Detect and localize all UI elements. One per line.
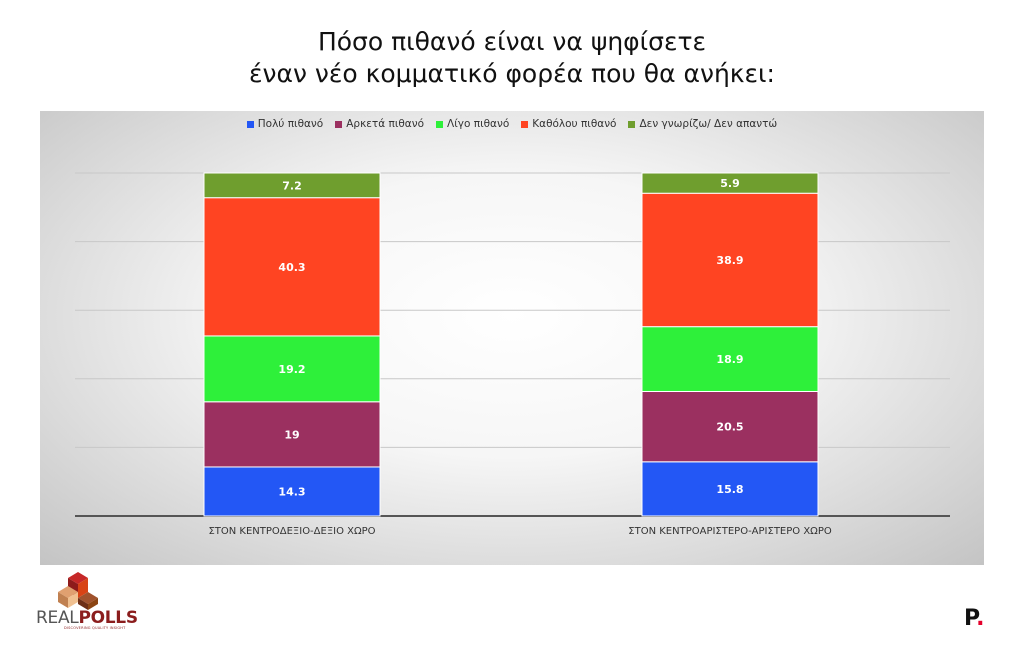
legend-label-3: Καθόλου πιθανό <box>532 118 617 130</box>
chart-title-line2: έναν νέο κομματικό φορέα που θα ανήκει: <box>249 59 775 88</box>
bar-segment-0-3 <box>203 197 381 337</box>
chart-legend: Πολύ πιθανό Αρκετά πιθανό Λίγο πιθανό Καθόλ… <box>0 118 1024 130</box>
bar-segment-0-4 <box>203 172 381 199</box>
legend-item-2: Λίγο πιθανό <box>436 118 509 130</box>
data-label-0-3: 40.3 <box>278 261 305 274</box>
data-label-1-3: 38.9 <box>716 254 743 267</box>
chart-panel <box>40 111 984 565</box>
bar-segment-1-1 <box>641 390 819 463</box>
bar-segment-0-2 <box>203 335 381 403</box>
data-label-0-0: 14.3 <box>278 485 305 498</box>
realpolls-logo-text: REALPOLLS <box>36 608 138 628</box>
data-label-1-2: 18.9 <box>716 353 743 366</box>
bar-segment-1-2 <box>641 326 819 392</box>
data-label-0-1: 19 <box>284 428 299 441</box>
realpolls-logo-tagline: DISCOVERING QUALITY INSIGHT <box>64 626 126 630</box>
legend-label-4: Δεν γνωρίζω/ Δεν απαντώ <box>639 118 778 130</box>
bar-segment-1-4 <box>641 172 819 194</box>
legend-label-0: Πολύ πιθανό <box>257 118 324 130</box>
legend-item-1: Αρκετά πιθανό <box>335 118 424 130</box>
realpolls-logo-icon <box>58 572 98 610</box>
data-label-1-4: 5.9 <box>720 177 740 190</box>
data-label-1-0: 15.8 <box>716 483 743 496</box>
legend-swatch-3 <box>521 120 529 128</box>
legend-item-4: Δεν γνωρίζω/ Δεν απαντώ <box>628 118 777 130</box>
publisher-logo: P. <box>964 606 985 631</box>
data-label-0-2: 19.2 <box>278 363 305 376</box>
legend-swatch-4 <box>628 120 636 128</box>
legend-label-2: Λίγο πιθανό <box>447 118 510 130</box>
category-label-0: ΣΤΟΝ ΚΕΝΤΡΟΔΕΞΙΟ-ΔΕΞΙΟ ΧΩΡΟ <box>208 526 375 537</box>
data-label-1-1: 20.5 <box>716 421 743 434</box>
chart-title: Πόσο πιθανό είναι να ψηφίσετε έναν νέο κ… <box>0 26 1024 90</box>
legend-label-1: Αρκετά πιθανό <box>346 118 425 130</box>
bar-segment-1-3 <box>641 192 819 328</box>
category-label-1: ΣΤΟΝ ΚΕΝΤΡΟΑΡΙΣΤΕΡΟ-ΑΡΙΣΤΕΡΟ ΧΩΡΟ <box>628 526 832 537</box>
chart-title-line1: Πόσο πιθανό είναι να ψηφίσετε <box>317 27 707 56</box>
legend-swatch-0 <box>246 120 254 128</box>
legend-item-0: Πολύ πιθανό <box>246 118 324 130</box>
legend-swatch-2 <box>436 120 444 128</box>
bar-segment-0-1 <box>203 401 381 468</box>
legend-item-3: Καθόλου πιθανό <box>521 118 616 130</box>
data-label-0-4: 7.2 <box>282 179 302 192</box>
legend-swatch-1 <box>335 120 343 128</box>
